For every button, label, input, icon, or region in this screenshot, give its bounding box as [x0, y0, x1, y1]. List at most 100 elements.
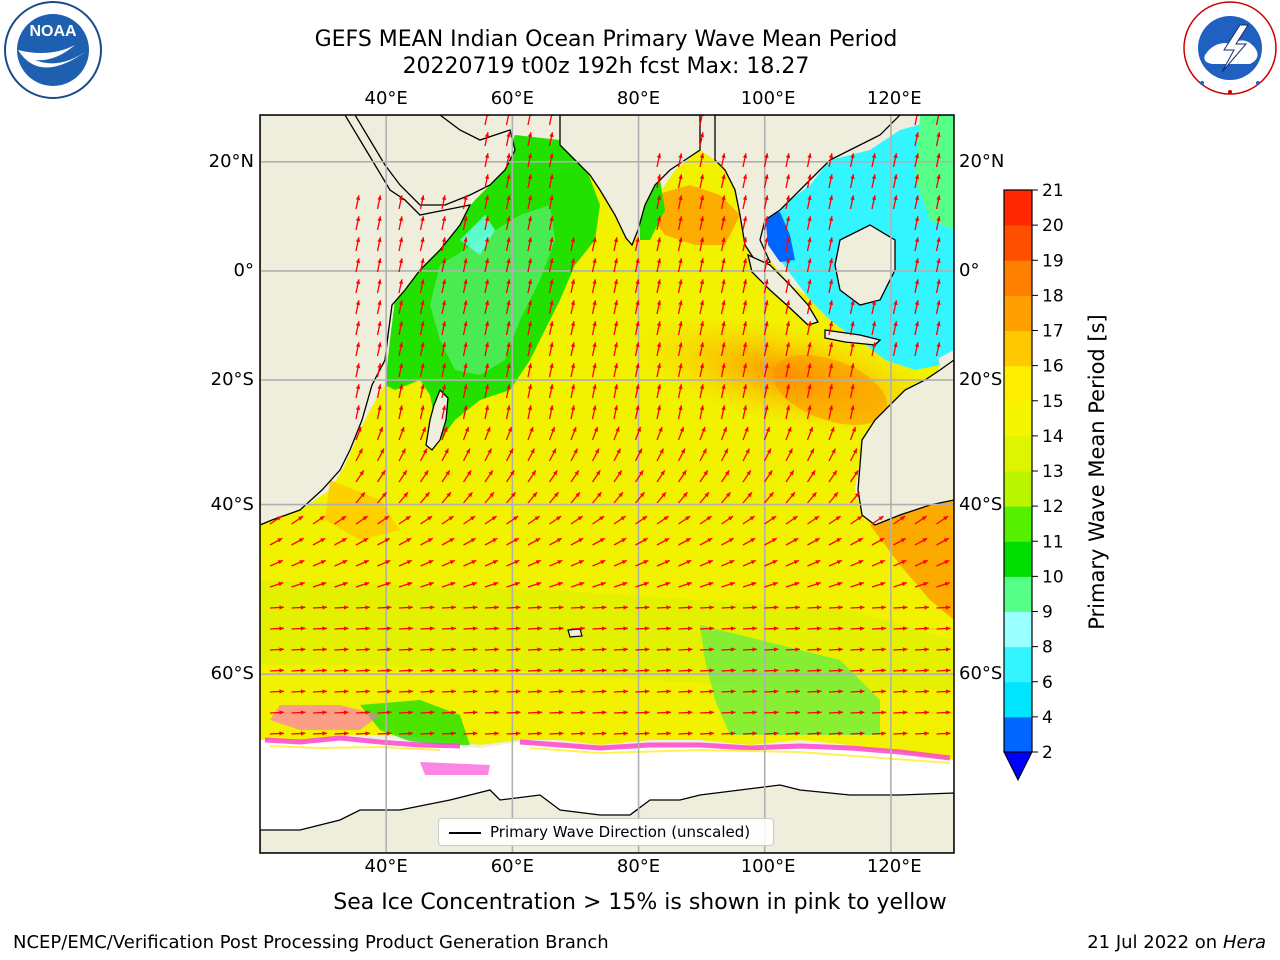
ice-patch-1	[420, 762, 490, 775]
wave-arrow	[398, 559, 413, 567]
wave-arrow	[634, 237, 640, 252]
wave-arrow	[634, 321, 640, 336]
colorbar-tick-label: 9	[1042, 603, 1053, 623]
wave-arrow	[850, 710, 865, 715]
wave-arrow	[763, 153, 769, 168]
wave-arrow	[355, 448, 363, 462]
wave-arrow	[892, 195, 898, 210]
wave-arrow	[742, 626, 758, 631]
wave-arrow	[806, 279, 812, 294]
wave-arrow	[441, 537, 455, 546]
wave-arrow	[936, 515, 949, 525]
wave-arrow	[828, 559, 843, 567]
wave-arrow	[355, 237, 361, 252]
wave-arrow	[570, 581, 585, 588]
wave-arrow	[570, 342, 576, 357]
wave-arrow	[570, 237, 576, 252]
wave-arrow	[398, 689, 414, 694]
wave-arrow	[763, 384, 769, 399]
wave-arrow	[785, 321, 791, 336]
wave-arrow	[721, 515, 734, 525]
land-borneo	[834, 224, 896, 306]
wave-arrow	[398, 216, 404, 231]
wave-arrow	[828, 731, 844, 736]
wave-arrow	[419, 195, 425, 210]
wave-arrow	[484, 153, 490, 168]
sea-ice-caption: Sea Ice Concentration > 15% is shown in …	[333, 890, 947, 915]
wave-arrow	[548, 132, 554, 147]
wave-arrow	[613, 321, 619, 336]
wave-arrow	[570, 405, 576, 420]
wave-arrow	[592, 731, 607, 736]
wave-arrow	[656, 710, 672, 715]
wave-arrow	[871, 626, 887, 631]
wave-arrow	[527, 605, 543, 610]
wave-arrow	[613, 237, 619, 252]
wave-arrow	[914, 689, 930, 694]
green-patch-pacific	[915, 115, 954, 230]
lat-label-right: 20°N	[959, 150, 1005, 172]
wave-arrow	[398, 384, 404, 399]
wave-arrow	[656, 363, 662, 378]
wave-arrow	[484, 515, 497, 525]
wave-arrow	[312, 605, 328, 610]
orange-core-west-australia	[772, 355, 888, 425]
wave-arrow	[806, 321, 812, 336]
wave-arrow	[871, 321, 877, 336]
wave-arrow	[785, 363, 791, 378]
wave-arrow	[591, 237, 597, 252]
wave-arrow	[807, 689, 822, 694]
wave-arrow	[742, 605, 758, 610]
wave-arrow	[613, 710, 629, 715]
wave-arrow	[355, 426, 362, 441]
colorbar-segment	[1004, 541, 1032, 577]
wave-arrow	[377, 537, 391, 546]
wave-arrow	[463, 647, 478, 652]
colorbar-segment	[1004, 365, 1032, 402]
lat-label-left: 60°S	[210, 663, 254, 685]
wave-arrow	[914, 174, 920, 189]
wave-arrow	[376, 342, 382, 357]
wave-arrow	[506, 537, 520, 546]
land-arabia	[354, 115, 516, 206]
wave-arrow	[850, 515, 863, 525]
wave-arrow	[355, 668, 371, 673]
wave-arrow	[527, 384, 533, 399]
wave-arrow	[527, 174, 533, 189]
wave-arrow	[462, 469, 472, 483]
wave-arrow	[914, 258, 920, 273]
wave-arrow	[635, 647, 650, 652]
wave-arrow	[763, 258, 769, 273]
wave-arrow	[678, 689, 693, 694]
wave-arrow	[742, 195, 748, 210]
wave-arrow	[548, 300, 554, 315]
wave-arrow	[677, 174, 683, 189]
wave-arrow	[527, 647, 543, 652]
wave-arrow	[763, 469, 773, 483]
wave-arrow	[570, 300, 576, 315]
wave-arrow	[678, 710, 693, 715]
colorbar-segment	[1004, 435, 1032, 472]
wave-arrow	[441, 258, 447, 273]
wave-arrow	[527, 195, 533, 210]
colorbar-tick-label: 11	[1042, 532, 1064, 552]
wave-arrow	[828, 605, 844, 610]
wave-arrow	[548, 174, 554, 189]
ice-patch-2	[270, 705, 380, 730]
wave-arrow	[484, 237, 490, 252]
wave-arrow	[505, 153, 511, 168]
wave-arrow	[914, 216, 920, 231]
wave-arrow	[699, 668, 715, 673]
wave-arrow	[570, 668, 586, 673]
wave-arrow	[462, 448, 471, 462]
wave-arrow	[763, 321, 769, 336]
wave-arrow	[720, 237, 726, 252]
wave-arrow	[334, 515, 347, 525]
wave-arrow	[677, 469, 687, 483]
wave-arrow	[355, 300, 361, 315]
wave-arrow	[592, 515, 605, 525]
colorbar-segment	[1004, 295, 1032, 331]
wave-arrow	[893, 626, 908, 631]
wave-arrow	[785, 300, 791, 315]
wave-arrow	[785, 195, 791, 210]
